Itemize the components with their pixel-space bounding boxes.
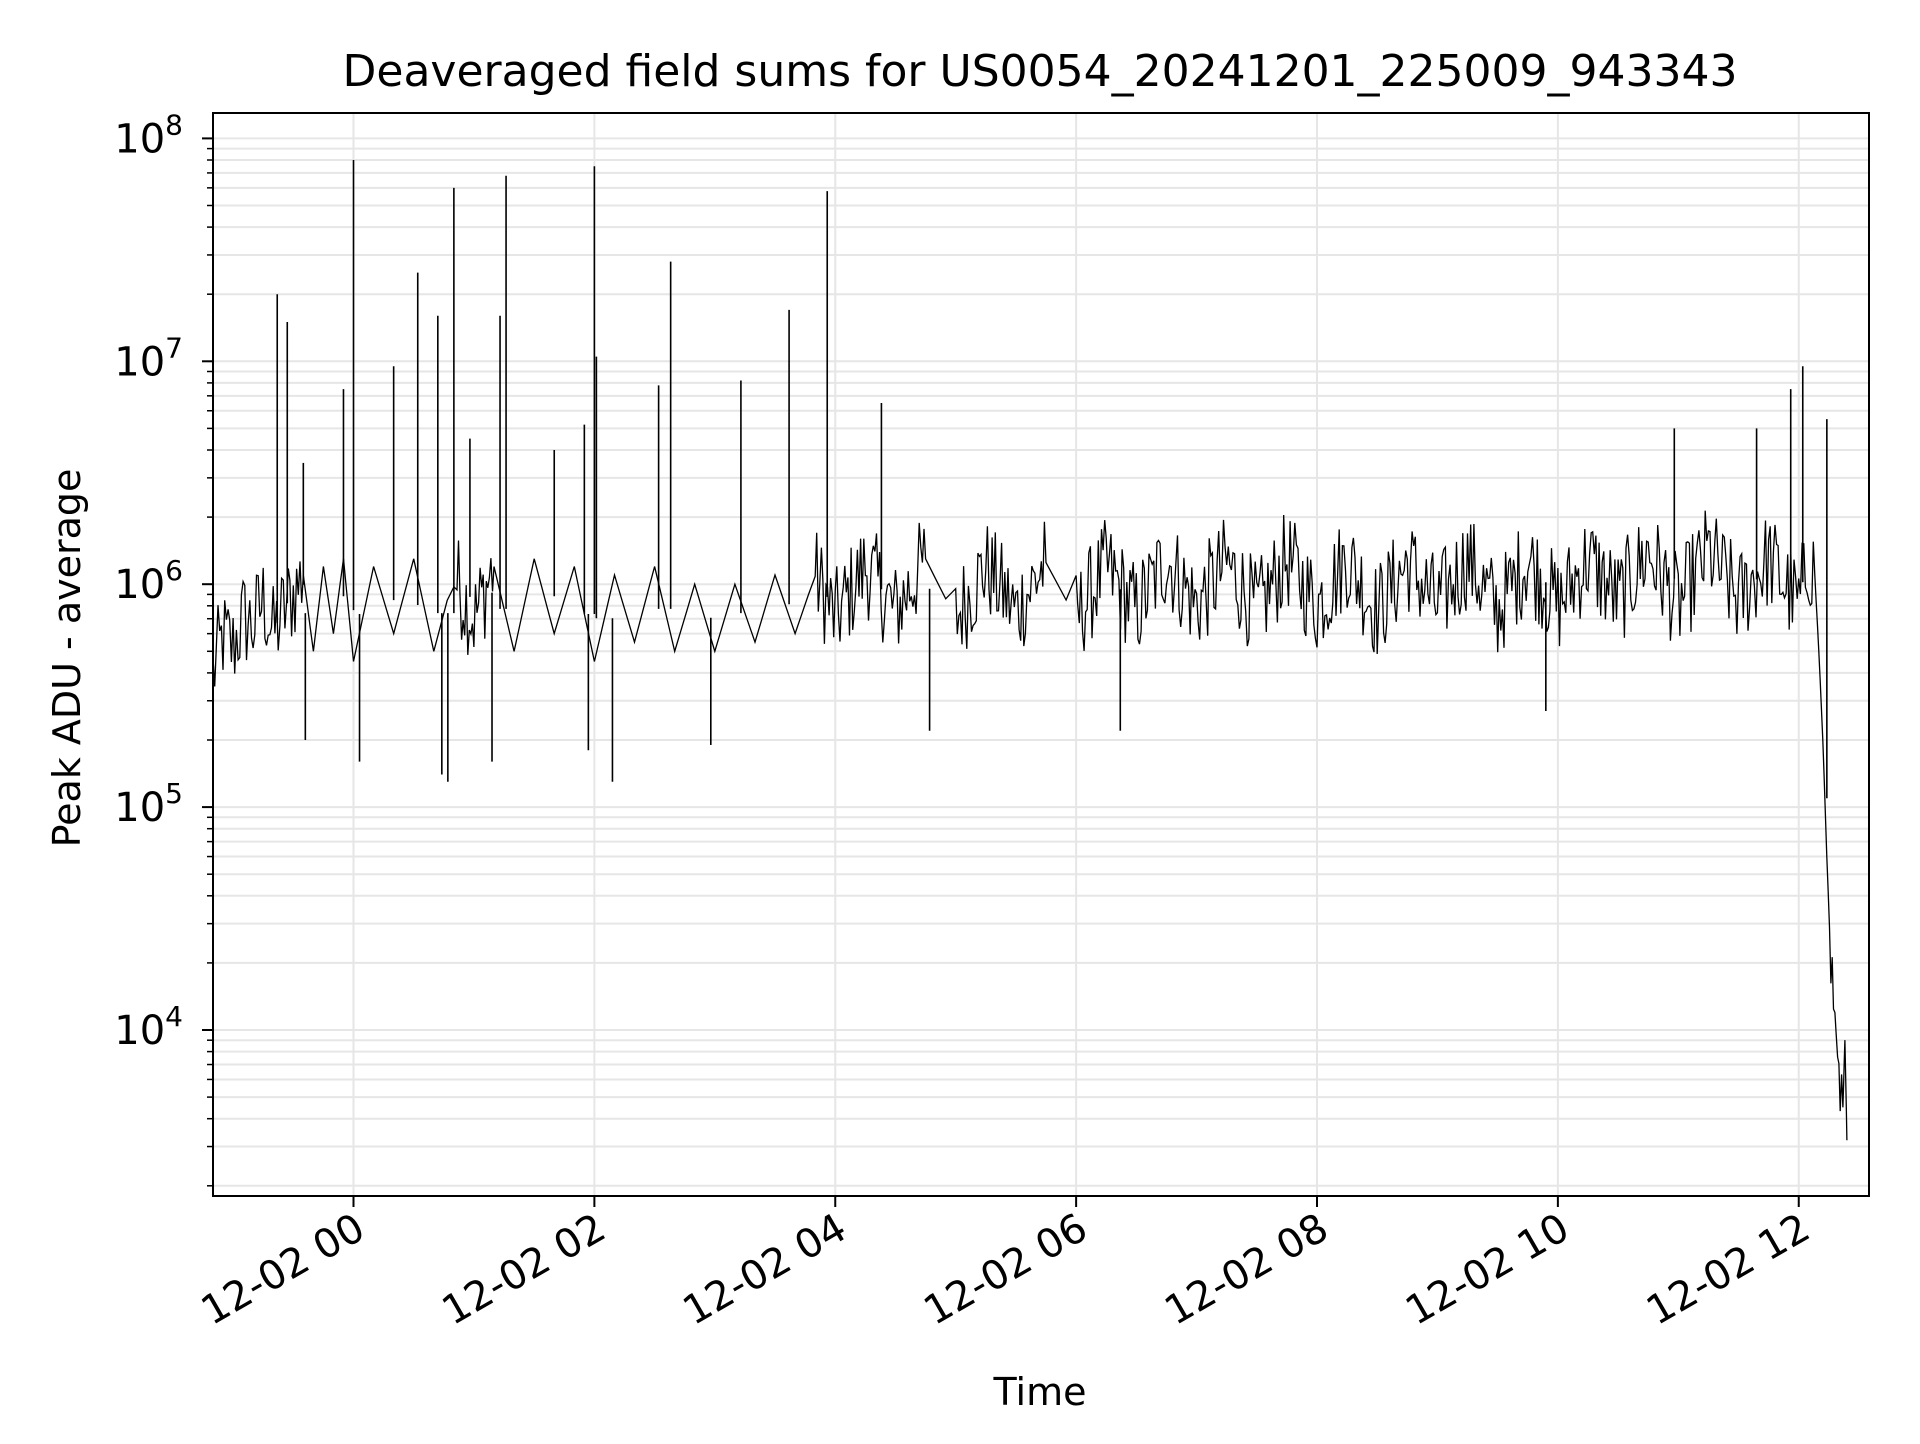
y-tick-label-exponent: 5 [165,777,183,810]
plot-area [213,159,1848,1141]
y-axis-label: Peak ADU - average [45,469,89,848]
y-tick-label-exponent: 8 [165,108,183,141]
series-line [213,510,1848,1141]
y-tick-label-exponent: 6 [165,554,183,587]
y-tick-label-exponent: 7 [165,331,183,364]
chart-title: Deaveraged field sums for US0054_2024120… [343,46,1738,97]
y-tick-label: 106 [114,554,183,608]
y-tick-label: 108 [114,108,183,162]
series-group [213,159,1848,1141]
y-tick-label-base: 10 [114,116,165,162]
x-axis-label: Time [993,1370,1087,1414]
y-tick-label-exponent: 4 [165,1000,183,1033]
axes-frame [212,112,1870,1197]
y-tick-label: 107 [114,331,183,385]
y-tick-label: 104 [114,1000,183,1054]
grid-lines [213,113,1869,1196]
y-tick-label-base: 10 [114,339,165,385]
y-tick-label-base: 10 [114,1008,165,1054]
y-tick-label-base: 10 [114,562,165,608]
y-tick-label: 105 [114,777,183,831]
y-tick-label-base: 10 [114,785,165,831]
